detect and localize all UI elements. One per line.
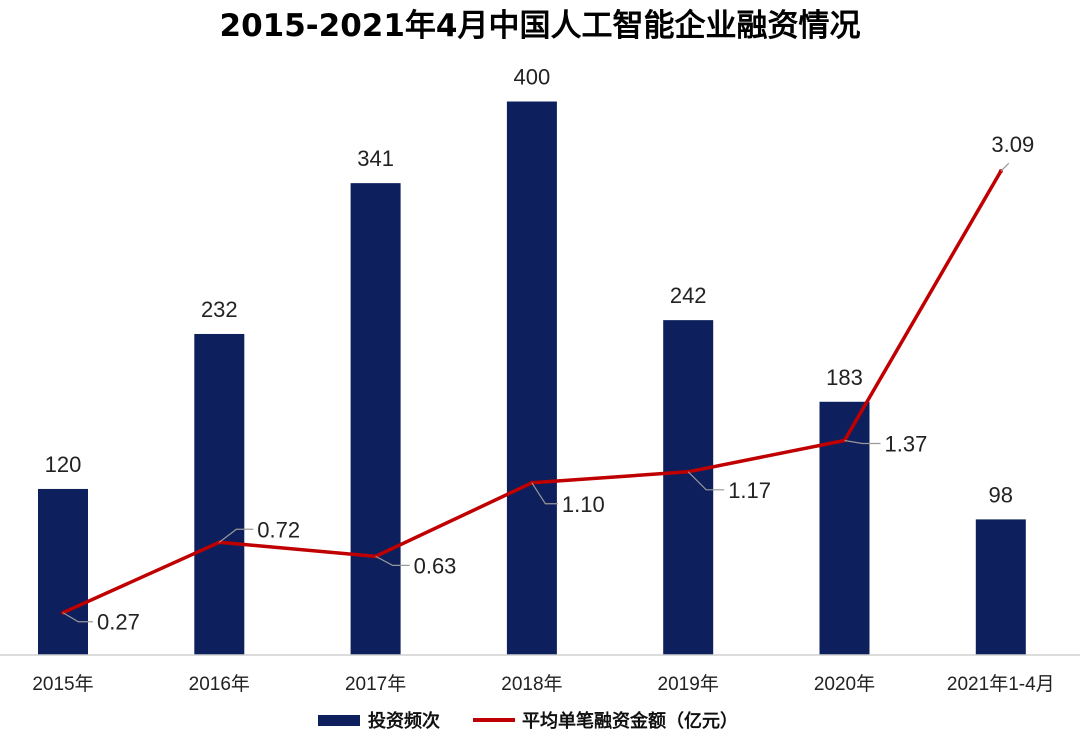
x-tick-label: 2016年 — [189, 673, 250, 695]
x-tick-label: 2018年 — [501, 673, 562, 695]
bar-value-label: 120 — [45, 452, 82, 477]
legend-bar-swatch — [318, 715, 360, 726]
bar — [38, 488, 88, 655]
leader-line — [218, 528, 254, 543]
bar-value-label: 183 — [826, 365, 863, 390]
line-value-label: 1.37 — [885, 431, 928, 456]
bar-value-label: 400 — [514, 65, 551, 90]
bar — [506, 101, 557, 656]
leader-line — [687, 471, 725, 491]
line-value-label: 3.09 — [991, 132, 1034, 157]
legend-line-label: 平均单笔融资金额（亿元） — [522, 710, 738, 732]
leader-line — [1000, 162, 1010, 172]
leader-line — [844, 439, 881, 445]
chart-title: 2015-2021年4月中国人工智能企业融资情况 — [220, 8, 861, 44]
bar-value-label: 341 — [357, 146, 394, 171]
legend: 投资频次 平均单笔融资金额（亿元） — [318, 710, 738, 732]
line-value-label: 0.72 — [257, 517, 300, 542]
x-tick-label: 2017年 — [345, 673, 406, 695]
bar — [975, 519, 1026, 655]
line-value-label: 0.63 — [414, 553, 457, 578]
leader-line — [531, 482, 558, 505]
bar-series — [38, 101, 1026, 656]
bar-value-label: 98 — [989, 482, 1013, 507]
leader-line — [375, 555, 410, 566]
x-tick-label: 2019年 — [658, 673, 719, 695]
bar-value-label: 242 — [670, 283, 707, 308]
x-tick-label: 2020年 — [814, 673, 875, 695]
leader-line — [62, 612, 93, 623]
bar — [350, 183, 401, 655]
x-axis-tick-labels: 2015年 2016年 2017年 2018年 2019年 2020年 2021年1-4月 — [32, 673, 1054, 695]
legend-bar-label: 投资频次 — [368, 710, 440, 732]
bar-data-labels: 120 232 341 400 242 183 98 — [45, 65, 1013, 508]
line-value-label: 1.17 — [728, 478, 771, 503]
line-data-labels: 0.27 0.72 0.63 1.10 1.17 1.37 3.09 — [62, 132, 1034, 635]
x-tick-label: 2021年1-4月 — [947, 673, 1055, 695]
bar — [663, 320, 714, 655]
line-value-label: 0.27 — [97, 610, 140, 635]
x-tick-label: 2015年 — [32, 673, 93, 695]
bar — [194, 333, 245, 655]
line-value-label: 1.10 — [562, 492, 605, 517]
bar-value-label: 232 — [201, 297, 238, 322]
